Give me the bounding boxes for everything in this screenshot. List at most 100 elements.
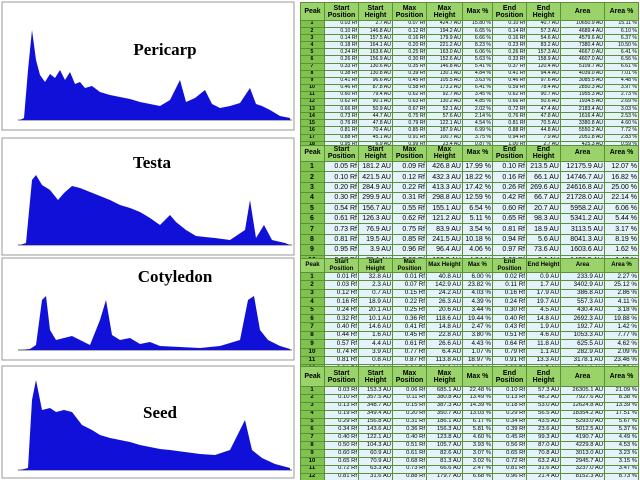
cell: 3.03 % xyxy=(604,105,639,114)
cell: 76.9 AU xyxy=(358,223,393,235)
table-row: 10 0.74 Rf 3.9 AU 0.77 Rf 6.4 AU 1.07 % 0.79 R… xyxy=(300,347,639,357)
cell: 2945.7 AU xyxy=(560,457,605,466)
column-header: Area % xyxy=(604,145,639,162)
cell: 0.72 Rf xyxy=(324,464,359,474)
cell: 0.8 AU xyxy=(358,355,393,366)
table-row: 6 0.32 Rf 10.1 AU 0.36 Rf 118.6 AU 19.44 % 0.4… xyxy=(300,313,639,324)
peak-number: 3 xyxy=(300,34,325,43)
column-header: End Height xyxy=(526,366,561,387)
cell: 5293.0 AU xyxy=(560,417,605,427)
cell: 0.34 Rf xyxy=(492,417,527,427)
peak-number: 6 xyxy=(300,212,325,225)
cell: 350.7 AU xyxy=(426,409,463,419)
cell: 146.8 AU xyxy=(426,62,463,71)
cell: 0.11 Rf xyxy=(392,393,427,403)
column-header: Area xyxy=(560,366,605,387)
cell: 0.31 Rf xyxy=(392,192,427,204)
column-header: End Position xyxy=(492,258,527,273)
cell: 0.18 Rf xyxy=(492,401,527,411)
peak-number: 7 xyxy=(300,433,325,443)
cell: 413.3 AU xyxy=(426,181,463,194)
cell: 0.65 Rf xyxy=(324,457,359,466)
cell: 0.96 Rf xyxy=(492,472,527,480)
peak-number: 16 xyxy=(300,126,325,135)
table-row: 1 0.05 Rf 181.2 AU 0.09 Rf 426.8 AU 17.99 % 0.… xyxy=(300,160,639,173)
cell: 19.44 % xyxy=(462,313,493,324)
cell: 0.81 Rf xyxy=(324,126,359,135)
column-header: Max % xyxy=(462,145,493,162)
cell: 50.6 AU xyxy=(526,98,561,107)
cell: 126.3 AU xyxy=(358,212,393,225)
cell: 78.4 AU xyxy=(526,83,561,92)
cell: 14.39 % xyxy=(462,401,493,411)
cell: 4.49 % xyxy=(604,433,639,443)
cell: 0.02 Rf xyxy=(492,271,527,282)
cell: 0.35 Rf xyxy=(392,62,427,71)
profile xyxy=(20,30,290,120)
cell: 45.1 AU xyxy=(358,133,393,142)
table-row: 5 0.29 Rf 156.8 AU 0.31 Rf 186.1 AU 6.17 % 0.3… xyxy=(300,417,639,427)
cell: 4.4 AU xyxy=(358,339,393,349)
cell: 0.14 Rf xyxy=(492,27,527,36)
panel: Testa xyxy=(1,137,295,256)
cell: 98.3 AU xyxy=(526,212,561,225)
cell: 299.9 AU xyxy=(358,192,393,204)
cell: 179.9 AU xyxy=(426,34,463,43)
cell: 0.79 Rf xyxy=(492,347,527,357)
peak-number: 6 xyxy=(300,55,325,64)
profile xyxy=(20,296,290,350)
cell: 0.03 Rf xyxy=(324,386,359,395)
cell: 0.65 Rf xyxy=(492,449,527,459)
cell: 4.06 % xyxy=(462,244,493,256)
cell: 90.7 AU xyxy=(526,90,561,100)
column-header: Start Position xyxy=(324,2,359,21)
cell: 5012.5 AU xyxy=(560,425,605,435)
column-header: Area % xyxy=(604,366,639,387)
cell: 0.10 Rf xyxy=(492,386,527,395)
column-header: Start Height xyxy=(358,145,393,162)
cell: 7927.6 AU xyxy=(560,393,605,403)
header-row: Peak Start Position Start Height Max Positi… xyxy=(300,145,639,162)
cell: 0.37 Rf xyxy=(492,62,527,71)
cell: 0.16 Rf xyxy=(324,297,359,307)
cell: 2.47 % xyxy=(462,464,493,474)
peak-number: 12 xyxy=(300,98,325,107)
cell: 0.34 Rf xyxy=(324,425,359,435)
column-header: Max Position xyxy=(392,258,427,273)
cell: 157.5 AU xyxy=(358,34,393,43)
cell: 0.72 Rf xyxy=(492,105,527,114)
cell: 1.42 % xyxy=(604,322,639,332)
peak-number: 5 xyxy=(300,305,325,315)
column-header: End Height xyxy=(526,145,561,162)
cell: 57.3 AU xyxy=(526,27,561,36)
cell: 0.58 Rf xyxy=(392,83,427,92)
cell: 21.4 AU xyxy=(526,472,561,480)
cell: 5.81 % xyxy=(462,425,493,435)
cell: 113.8 AU xyxy=(426,355,463,366)
cell: 25.00 % xyxy=(604,181,639,194)
cell: 12624.8 AU xyxy=(560,401,605,411)
cell: 155.1 AU xyxy=(426,202,463,214)
cell: 1.7 AU xyxy=(526,280,561,290)
peak-number: 9 xyxy=(300,244,325,256)
cell: 8152.3 AU xyxy=(560,472,605,480)
cell: 20.7 AU xyxy=(526,202,561,214)
cell: 4190.7 AU xyxy=(560,433,605,443)
column-header: Max Position xyxy=(392,2,427,21)
cell: 19.5 AU xyxy=(358,233,393,246)
cell: 66.1 AU xyxy=(526,171,561,183)
cell: 7.9 AU xyxy=(526,133,561,142)
column-header: Area % xyxy=(604,258,639,273)
cell: 181.2 AU xyxy=(358,160,393,173)
cell: 24616.8 AU xyxy=(560,181,605,194)
cell: 3.75 % xyxy=(462,133,493,142)
cell: 11.8 AU xyxy=(526,339,561,349)
cell: 0.60 Rf xyxy=(492,202,527,214)
cell: 6.17 % xyxy=(462,417,493,427)
cell: 5.37 % xyxy=(604,425,639,435)
cell: 44.7 AU xyxy=(358,112,393,121)
cell: 4.84 % xyxy=(462,69,493,78)
cell: 99.3 AU xyxy=(526,433,561,443)
cell: 3085.5 AU xyxy=(560,76,605,85)
cell: 54.6 AU xyxy=(526,34,561,43)
